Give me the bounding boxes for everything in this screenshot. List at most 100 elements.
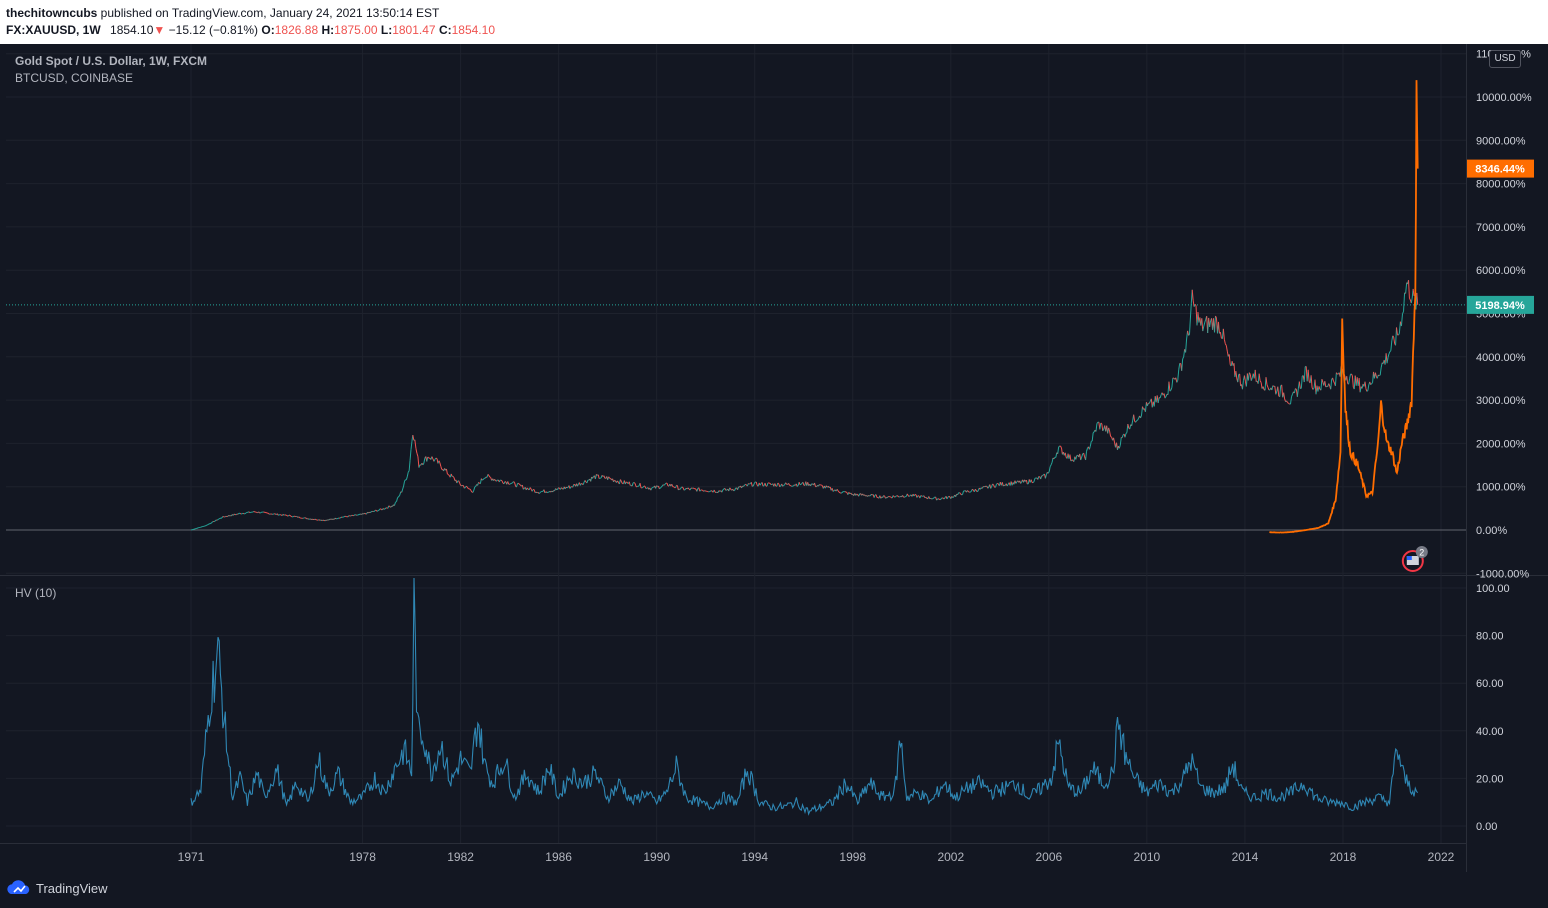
gold-segment	[920, 495, 923, 497]
gold-segment	[957, 492, 960, 495]
gold-segment	[974, 488, 977, 491]
open-label: O:	[261, 23, 275, 37]
gold-segment	[936, 498, 938, 501]
gold-segment	[1159, 394, 1162, 399]
gold-segment	[370, 511, 372, 513]
gold-segment	[1033, 478, 1036, 482]
gold-segment	[1395, 327, 1398, 346]
gold-segment	[388, 505, 391, 507]
gold-segment	[1051, 457, 1054, 463]
gold-segment	[798, 481, 801, 485]
gold-segment	[620, 481, 623, 484]
gold-segment	[258, 511, 261, 514]
gold-segment	[788, 483, 790, 486]
gold-segment	[1277, 386, 1280, 397]
gold-segment	[1192, 300, 1195, 307]
gold-segment	[718, 490, 721, 492]
gold-segment	[660, 485, 663, 488]
gold-segment	[482, 479, 484, 481]
gold-segment	[216, 519, 219, 521]
gold-segment	[232, 513, 235, 516]
gold-segment	[452, 476, 455, 478]
author-name[interactable]: thechitowncubs	[6, 6, 98, 20]
gold-segment	[1032, 481, 1035, 483]
y-tick-label: -1000.00%	[1476, 568, 1529, 580]
hv-tick-label: 100.00	[1476, 583, 1510, 595]
chart-canvas[interactable]: 1971 1978 1982 1986 1990 1994 1998 2002 2006 2010…	[0, 0, 1548, 872]
gold-segment	[959, 492, 962, 495]
gold-segment	[465, 485, 468, 488]
gold-segment	[925, 496, 928, 499]
gold-segment	[509, 483, 511, 485]
gold-segment	[951, 496, 954, 498]
gold-segment	[746, 483, 749, 487]
gold-segment	[205, 524, 207, 527]
gold-segment	[1396, 327, 1398, 336]
gold-segment	[1069, 454, 1072, 462]
gold-segment	[1135, 420, 1138, 423]
gold-segment	[785, 482, 788, 485]
tradingview-logo[interactable]: TradingView	[6, 880, 108, 896]
gold-segment	[1083, 453, 1086, 457]
gold-segment	[548, 490, 551, 493]
gold-segment	[1250, 377, 1253, 381]
hv-series-line	[190, 577, 1419, 816]
gold-segment	[407, 470, 410, 473]
gold-segment	[687, 487, 690, 490]
gold-segment	[1243, 375, 1246, 382]
gold-segment	[469, 488, 472, 491]
x-tick-label: 1990	[643, 850, 670, 864]
gold-segment	[769, 482, 772, 485]
gold-segment	[507, 481, 510, 485]
gold-segment	[1015, 481, 1018, 484]
gold-segment	[1298, 381, 1301, 389]
gold-segment	[699, 489, 702, 492]
gold-segment	[416, 452, 419, 457]
gold-segment	[793, 484, 795, 487]
gold-segment	[549, 490, 552, 493]
x-tick-label: 1971	[178, 850, 205, 864]
gold-segment	[1183, 349, 1186, 357]
y-tick-label: 3000.00%	[1476, 395, 1526, 407]
x-tick-label: 1982	[447, 850, 474, 864]
indicator-legend[interactable]: HV (10)	[15, 586, 57, 600]
gold-segment	[659, 486, 662, 489]
gold-segment	[456, 480, 459, 484]
gold-segment	[673, 486, 675, 488]
gold-segment	[1274, 386, 1277, 395]
gold-segment	[286, 515, 289, 517]
gold-segment	[1058, 445, 1060, 448]
gold-segment	[572, 484, 575, 488]
gold-segment	[533, 489, 536, 493]
x-tick-label: 2014	[1232, 850, 1259, 864]
gold-segment	[617, 480, 619, 483]
gold-segment	[907, 495, 910, 497]
gold-segment	[837, 490, 840, 493]
publish-line: thechitowncubs published on TradingView.…	[6, 6, 439, 20]
event-count: 2	[1419, 548, 1424, 558]
gold-segment	[970, 490, 972, 493]
compare-series-legend[interactable]: BTCUSD, COINBASE	[15, 71, 134, 85]
gold-segment	[666, 483, 669, 487]
gold-segment	[711, 490, 713, 492]
gold-segment	[759, 483, 762, 486]
gold-segment	[328, 518, 330, 521]
gold-segment	[500, 479, 503, 482]
gold-segment	[1364, 381, 1367, 389]
gold-segment	[1391, 335, 1394, 342]
gold-segment	[867, 495, 869, 497]
main-series-legend[interactable]: Gold Spot / U.S. Dollar, 1W, FXCM	[15, 54, 208, 68]
gold-segment	[856, 493, 858, 496]
gold-segment	[863, 494, 865, 496]
gold-segment	[681, 486, 684, 489]
gold-segment	[355, 514, 357, 516]
gold-segment	[1376, 374, 1379, 379]
currency-button[interactable]: USD	[1489, 50, 1521, 68]
gold-segment	[659, 487, 661, 490]
gold-segment	[503, 481, 506, 484]
gold-segment	[235, 513, 238, 516]
gold-segment	[1064, 452, 1067, 458]
gold-segment	[398, 495, 401, 497]
gold-segment	[1320, 379, 1323, 391]
ohlc-line: FX:XAUUSD, 1W 1854.10▼ −15.12 (−0.81%) O…	[6, 23, 495, 37]
